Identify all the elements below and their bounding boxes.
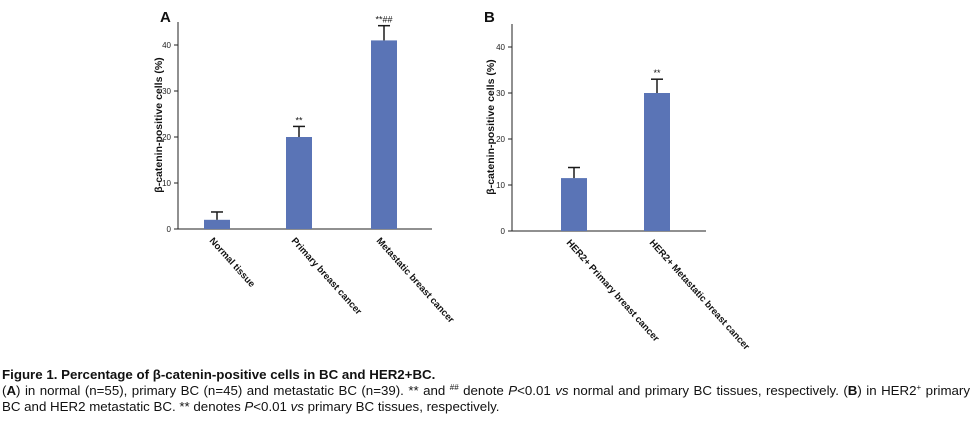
panel-label: A xyxy=(160,9,171,26)
caption-vs-italic: vs xyxy=(555,383,569,398)
caption-denote: denote xyxy=(458,383,509,398)
y-tick-label: 40 xyxy=(496,43,505,52)
y-tick-label: 0 xyxy=(167,225,172,234)
caption-b-text-1: ) in HER2 xyxy=(857,383,917,398)
caption-title: Figure 1. Percentage of β-catenin-positi… xyxy=(2,367,436,382)
y-axis-title: β-catenin-positive cells (%) xyxy=(153,57,165,192)
bar xyxy=(561,178,587,231)
y-tick-label: 10 xyxy=(162,179,171,188)
significance-marker: ** xyxy=(653,68,661,78)
caption-body: (A) in normal (n=55), primary BC (n=45) … xyxy=(2,383,970,414)
panel-label: B xyxy=(484,9,495,26)
caption-p-value: <0.01 xyxy=(517,383,556,398)
category-label: Primary breast cancer xyxy=(289,236,364,318)
bar xyxy=(204,219,230,229)
chart-panel-b: B 0 10 20 30 40 β-catenin-positive cells (%) HE… xyxy=(484,9,752,353)
figure-caption: Figure 1. Percentage of β-catenin-positi… xyxy=(2,367,970,415)
y-tick-label: 30 xyxy=(496,89,505,98)
caption-b-vs-italic: vs xyxy=(290,399,304,414)
caption-b-p-value: <0.01 xyxy=(253,399,291,414)
y-tick-label: 0 xyxy=(501,227,506,236)
caption-b-p-italic: P xyxy=(244,399,254,414)
y-tick-label: 40 xyxy=(162,41,171,50)
category-label: Metastatic breast cancer xyxy=(374,236,457,326)
caption-b-tail: primary BC tissues, respectively. xyxy=(303,399,500,414)
y-tick-label: 20 xyxy=(162,133,171,142)
caption-p-italic: P xyxy=(508,383,518,398)
caption-panel-a-label: A xyxy=(6,383,17,398)
category-label: HER2+ Primary breast cancer xyxy=(564,238,662,345)
caption-b-text-2: primary BC and HER2 metastatic BC. ** de… xyxy=(2,383,970,414)
y-tick-label: 10 xyxy=(496,181,505,190)
caption-panel-b-label: B xyxy=(847,383,858,398)
bar xyxy=(371,40,397,230)
figure-charts: A 0 10 20 30 40 β-catenin-positive cells (%) No… xyxy=(153,9,752,353)
y-tick-label: 30 xyxy=(162,87,171,96)
bar xyxy=(286,137,312,229)
caption-a-tail: normal and primary BC tissues, respectiv… xyxy=(568,383,848,398)
significance-marker: ** xyxy=(295,115,303,125)
y-axis-title: β-catenin-positive cells (%) xyxy=(485,59,497,194)
category-label: Normal tissue xyxy=(207,236,257,290)
bar xyxy=(644,93,670,231)
caption-a-text: in normal (n=55), primary BC (n=45) and … xyxy=(20,383,450,398)
category-label: HER2+ Metastatic breast cancer xyxy=(647,238,752,353)
caption-plus-superscript: + xyxy=(916,383,922,392)
caption-hash-superscript: ## xyxy=(449,383,459,392)
y-tick-label: 20 xyxy=(496,135,505,144)
chart-panel-a: A 0 10 20 30 40 β-catenin-positive cells (%) No… xyxy=(153,9,456,326)
significance-marker: **## xyxy=(375,15,392,25)
